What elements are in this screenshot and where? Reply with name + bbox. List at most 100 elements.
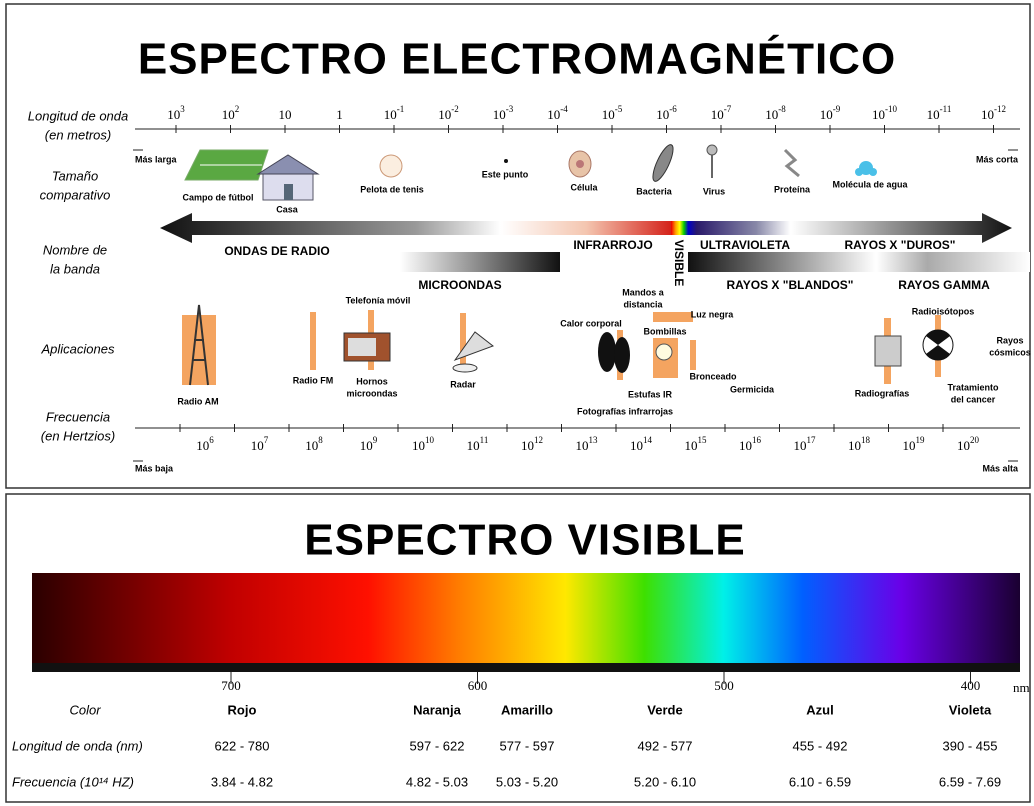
band-name: RAYOS X "BLANDOS" bbox=[727, 278, 854, 292]
tick-exponent: 8 bbox=[318, 435, 323, 445]
table-header: Naranja bbox=[413, 702, 461, 717]
size-label: Casa bbox=[276, 204, 299, 214]
tick-exponent: -3 bbox=[506, 104, 514, 114]
table-header: Violeta bbox=[949, 702, 992, 717]
wavelength-tick: 10-11 bbox=[927, 104, 952, 122]
row-label: (en Hertzios) bbox=[41, 428, 115, 443]
row-label: Aplicaciones bbox=[41, 341, 115, 356]
scale-label: 700 bbox=[221, 678, 241, 693]
tick-base: 10 bbox=[384, 107, 397, 122]
tick-base: 10 bbox=[848, 438, 861, 453]
spectrum bbox=[32, 573, 1020, 663]
wavelength-tick: 102 bbox=[222, 104, 240, 122]
tick-exponent: 20 bbox=[970, 435, 980, 445]
table-cell: 622 - 780 bbox=[215, 738, 270, 753]
tick-exponent: 14 bbox=[643, 435, 653, 445]
tick-base: 10 bbox=[279, 107, 292, 122]
frequency-tick: 106 bbox=[196, 435, 214, 453]
tick-exponent: 11 bbox=[480, 435, 489, 445]
tick-exponent: 6 bbox=[209, 435, 214, 445]
end-label: Más corta bbox=[976, 154, 1019, 164]
frequency-tick: 1010 bbox=[412, 435, 435, 453]
tick-base: 10 bbox=[360, 438, 373, 453]
application-label: Germicida bbox=[730, 384, 775, 394]
tick-base: 10 bbox=[521, 438, 534, 453]
tick-exponent: 12 bbox=[534, 435, 543, 445]
application-label: Bombillas bbox=[643, 326, 686, 336]
table-cell: 455 - 492 bbox=[793, 738, 848, 753]
tick-exponent: -6 bbox=[669, 104, 677, 114]
tick-base: 10 bbox=[630, 438, 643, 453]
wavelength-tick: 10-9 bbox=[820, 104, 841, 122]
size-label: Este punto bbox=[482, 169, 529, 179]
wavelength-tick: 10-3 bbox=[493, 104, 514, 122]
tick-exponent: 15 bbox=[698, 435, 708, 445]
table-cell: 390 - 455 bbox=[943, 738, 998, 753]
table-header: Azul bbox=[806, 702, 833, 717]
tick-base: 10 bbox=[711, 107, 724, 122]
tick-base: 10 bbox=[167, 107, 180, 122]
frequency-tick: 1013 bbox=[576, 435, 599, 453]
application-label: Rayos bbox=[996, 335, 1023, 345]
frequency-tick: 1018 bbox=[848, 435, 871, 453]
tick-base: 10 bbox=[305, 438, 318, 453]
table-cell: 5.03 - 5.20 bbox=[496, 774, 558, 789]
tick-exponent: 13 bbox=[589, 435, 599, 445]
frequency-tick: 1020 bbox=[957, 435, 980, 453]
size-label: Molécula de agua bbox=[832, 179, 908, 189]
tick-base: 10 bbox=[981, 107, 994, 122]
wavelength-tick: 103 bbox=[167, 104, 185, 122]
tick-exponent: -8 bbox=[778, 104, 786, 114]
row-label: Nombre de bbox=[43, 242, 107, 257]
tick-exponent: 3 bbox=[180, 104, 185, 114]
tick-base: 10 bbox=[222, 107, 235, 122]
band-name: VISIBLE bbox=[672, 240, 686, 287]
application-label: Radio FM bbox=[293, 375, 334, 385]
tick-exponent: -9 bbox=[833, 104, 841, 114]
size-label: Campo de fútbol bbox=[183, 192, 254, 202]
application-label: Fotografías infrarrojas bbox=[577, 406, 673, 416]
tick-base: 10 bbox=[196, 438, 209, 453]
tick-base: 10 bbox=[467, 438, 480, 453]
size-label: Virus bbox=[703, 186, 725, 196]
band-name: ULTRAVIOLETA bbox=[700, 238, 790, 252]
application-label: distancia bbox=[623, 299, 663, 309]
table-cell: 5.20 - 6.10 bbox=[634, 774, 696, 789]
tick-base: 10 bbox=[957, 438, 970, 453]
row-label: comparativo bbox=[40, 187, 111, 202]
frequency-tick: 1016 bbox=[739, 435, 762, 453]
tick-base: 10 bbox=[739, 438, 752, 453]
tick-base: 10 bbox=[872, 107, 885, 122]
wavelength-tick: 10-2 bbox=[438, 104, 459, 122]
frequency-tick: 107 bbox=[251, 435, 269, 453]
wavelength-tick: 10-10 bbox=[872, 104, 897, 122]
tick-base: 10 bbox=[576, 438, 589, 453]
tick-base: 10 bbox=[438, 107, 451, 122]
tick-base: 10 bbox=[903, 438, 916, 453]
table-header: Rojo bbox=[228, 702, 257, 717]
table-cell: 597 - 622 bbox=[410, 738, 465, 753]
table-cell: 492 - 577 bbox=[638, 738, 693, 753]
application-label: Telefonía móvil bbox=[346, 295, 411, 305]
tick-exponent: -2 bbox=[451, 104, 459, 114]
size-label: Célula bbox=[570, 182, 598, 192]
tick-exponent: 9 bbox=[373, 435, 378, 445]
frequency-tick: 1015 bbox=[685, 435, 708, 453]
application-label: Hornos bbox=[356, 376, 388, 386]
tick-exponent: 10 bbox=[425, 435, 435, 445]
application-label: cósmicos bbox=[989, 347, 1031, 357]
table-cell: Frecuencia (10¹⁴ HZ) bbox=[12, 774, 134, 789]
end-label: Más baja bbox=[135, 463, 174, 473]
application-label: Radiografías bbox=[855, 388, 910, 398]
frequency-tick: 1017 bbox=[794, 435, 817, 453]
tick-exponent: -4 bbox=[560, 104, 568, 114]
scale-label: 400 bbox=[961, 678, 981, 693]
application-label: Bronceado bbox=[689, 371, 737, 381]
row-label: (en metros) bbox=[45, 127, 111, 142]
wavelength-tick: 10-5 bbox=[602, 104, 623, 122]
row-label: Frecuencia bbox=[46, 409, 110, 424]
table-cell: 4.82 - 5.03 bbox=[406, 774, 468, 789]
tick-base: 10 bbox=[602, 107, 615, 122]
tick-base: 10 bbox=[412, 438, 425, 453]
frequency-tick: 1019 bbox=[903, 435, 926, 453]
